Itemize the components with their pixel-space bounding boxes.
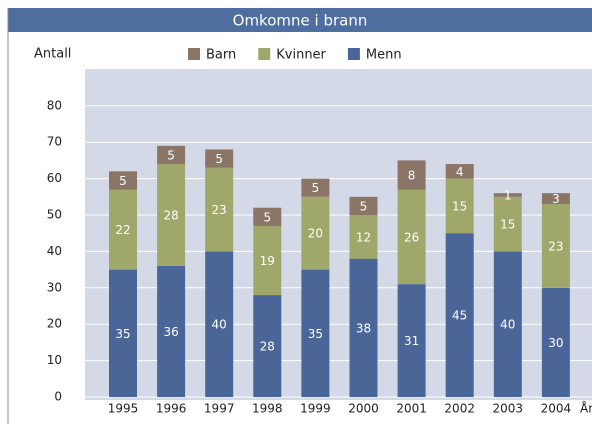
x-tick-label: 2003	[493, 402, 524, 416]
bar-segment	[109, 189, 137, 270]
bar-segment	[301, 269, 330, 397]
value-label: 28	[260, 340, 275, 354]
value-label: 30	[548, 336, 563, 350]
bar-segment	[397, 160, 426, 190]
bar-segment	[157, 164, 186, 266]
bar-segment	[157, 145, 186, 165]
chart-title: Omkomne i brann	[233, 12, 368, 30]
value-label: 19	[260, 254, 275, 268]
value-label: 5	[263, 210, 271, 224]
bar-segment	[349, 258, 378, 397]
x-tick-label: 2002	[444, 402, 475, 416]
legend-swatch	[188, 48, 200, 60]
bar-segment	[253, 295, 282, 397]
value-label: 36	[163, 325, 178, 339]
x-axis-label: År	[580, 401, 592, 416]
value-label: 35	[308, 327, 323, 341]
bar-segment	[493, 193, 522, 197]
value-label: 15	[500, 218, 515, 232]
value-label: 5	[167, 148, 175, 162]
x-tick-label: 2000	[348, 402, 379, 416]
value-label: 38	[356, 321, 371, 335]
legend-label: Kvinner	[276, 48, 326, 63]
value-label: 5	[119, 174, 127, 188]
bar-segment	[541, 287, 570, 397]
x-tick-label: 1997	[204, 402, 235, 416]
y-tick-label: 0	[54, 390, 62, 404]
y-tick-label: 40	[47, 244, 62, 258]
bar-segment	[205, 167, 234, 252]
y-tick-label: 20	[47, 317, 62, 331]
bar-segment	[397, 284, 426, 397]
legend-swatch	[347, 48, 360, 60]
legend-label: Barn	[206, 48, 236, 63]
y-tick-label: 70	[47, 135, 62, 149]
title-bar	[8, 8, 592, 32]
value-label: 35	[115, 327, 130, 341]
bar-segment	[445, 233, 474, 397]
value-label: 12	[356, 230, 371, 244]
bar-segment	[301, 178, 330, 197]
value-label: 5	[312, 181, 320, 195]
y-tick-label: 60	[47, 171, 62, 185]
value-label: 5	[215, 152, 223, 166]
bar-segment	[493, 196, 522, 252]
bar-segment	[397, 189, 426, 285]
bar-segment	[541, 204, 570, 288]
bar-segment	[205, 149, 234, 168]
value-label: 40	[212, 318, 227, 332]
value-label: 1	[504, 188, 512, 202]
value-label: 3	[552, 192, 560, 206]
x-tick-label: 1995	[108, 402, 139, 416]
x-tick-label: 1998	[252, 402, 283, 416]
bar-segment	[109, 171, 137, 190]
value-label: 23	[212, 203, 227, 217]
y-tick-label: 30	[47, 280, 62, 294]
bar-segment	[205, 251, 234, 397]
value-label: 45	[452, 309, 467, 323]
bar-segment	[301, 196, 330, 270]
bar-segment	[493, 251, 522, 397]
x-tick-label: 1996	[156, 402, 187, 416]
value-label: 28	[163, 209, 178, 223]
bar-segment	[253, 207, 282, 226]
value-label: 8	[408, 168, 416, 182]
legend-label: Menn	[366, 48, 402, 63]
value-label: 22	[115, 223, 130, 237]
y-tick-label: 50	[47, 208, 62, 222]
value-label: 40	[500, 318, 515, 332]
y-tick-label: 10	[47, 353, 62, 367]
bar-segment	[445, 164, 474, 179]
x-tick-label: 1999	[300, 402, 331, 416]
value-label: 20	[308, 227, 323, 241]
value-label: 23	[548, 239, 563, 253]
bar-segment	[253, 225, 282, 296]
x-tick-label: 2001	[396, 402, 427, 416]
bar-segment	[157, 265, 186, 397]
bar-segment	[349, 215, 378, 259]
value-label: 5	[360, 199, 368, 213]
value-label: 31	[404, 334, 419, 348]
value-label: 15	[452, 199, 467, 213]
bar-segment	[109, 269, 137, 397]
y-tick-label: 80	[47, 98, 62, 112]
x-tick-label: 2004	[541, 402, 572, 416]
bar-segment	[541, 193, 570, 205]
bar-segment	[349, 196, 378, 215]
bar-segment	[445, 178, 474, 234]
value-label: 26	[404, 230, 419, 244]
value-label: 4	[456, 165, 464, 179]
legend-swatch	[258, 48, 271, 60]
y-axis-label: Antall	[34, 47, 71, 62]
